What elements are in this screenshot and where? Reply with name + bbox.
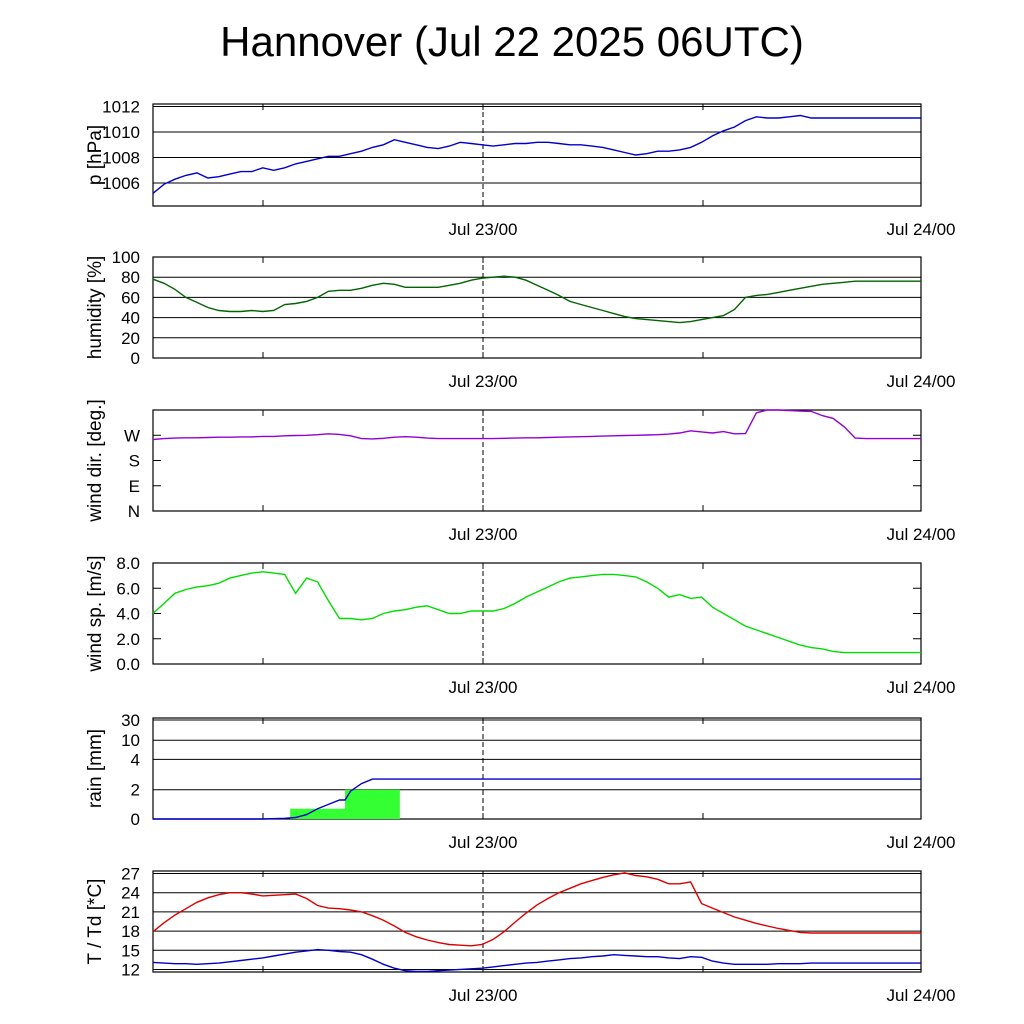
series-line [152, 872, 921, 947]
x-tick-label: Jul 24/00 [887, 220, 956, 239]
x-tick-label: Jul 23/00 [449, 833, 518, 852]
y-tick-label: 40 [121, 309, 140, 328]
y-tick-label: 1008 [102, 149, 140, 168]
y-tick-label: 6.0 [116, 579, 140, 598]
plot-frame [152, 870, 922, 973]
y-tick-label: 0 [131, 810, 140, 829]
x-tick-label: Jul 24/00 [887, 525, 956, 544]
y-tick-label: 1006 [102, 174, 140, 193]
y-tick-label: 30 [121, 711, 140, 730]
plot-frame [152, 717, 922, 820]
x-tick-label: Jul 24/00 [887, 833, 956, 852]
series-line [152, 948, 921, 973]
y-tick-label: 18 [121, 922, 140, 941]
y-tick-label: N [128, 502, 140, 521]
y-axis-label: humidity [%] [85, 256, 106, 359]
y-tick-label: 4 [131, 750, 140, 769]
x-tick-label: Jul 24/00 [887, 678, 956, 697]
plot-frame [152, 562, 922, 665]
y-tick-label: 21 [121, 903, 140, 922]
y-tick-label: 0.0 [116, 655, 140, 674]
plot-frame [152, 409, 922, 512]
y-tick-label: S [129, 452, 140, 471]
chart-title: Hannover (Jul 22 2025 06UTC) [220, 18, 804, 65]
series-line [153, 778, 921, 820]
y-tick-label: 15 [121, 941, 140, 960]
y-tick-label: 1012 [102, 98, 140, 117]
plot-frame [152, 103, 922, 207]
y-axis-label: wind dir. [deg.] [85, 399, 106, 523]
y-tick-label: 10 [121, 731, 140, 750]
rain-bar [290, 808, 345, 819]
y-tick-label: W [124, 426, 140, 445]
series-line [152, 571, 921, 654]
x-tick-label: Jul 23/00 [449, 525, 518, 544]
x-tick-label: Jul 23/00 [449, 372, 518, 391]
x-tick-label: Jul 23/00 [449, 678, 518, 697]
y-tick-label: E [129, 477, 140, 496]
y-tick-label: 80 [121, 268, 140, 287]
y-axis-label: rain [mm] [85, 729, 106, 808]
y-tick-label: 20 [121, 329, 140, 348]
y-tick-label: 8.0 [116, 554, 140, 573]
y-tick-label: 1010 [102, 123, 140, 142]
y-tick-label: 60 [121, 288, 140, 307]
y-tick-label: 12 [121, 960, 140, 979]
y-tick-label: 2 [131, 781, 140, 800]
y-tick-label: 27 [121, 865, 140, 884]
x-tick-label: Jul 23/00 [449, 220, 518, 239]
y-tick-label: 0 [131, 349, 140, 368]
y-tick-label: 4.0 [116, 605, 140, 624]
x-tick-label: Jul 23/00 [449, 986, 518, 1005]
x-tick-label: Jul 24/00 [887, 986, 956, 1005]
y-axis-label: wind sp. [m/s] [85, 555, 106, 672]
x-tick-label: Jul 24/00 [887, 372, 956, 391]
rain-bar [345, 789, 400, 819]
y-tick-label: 100 [112, 248, 140, 267]
series-line [152, 275, 921, 324]
y-tick-label: 24 [121, 884, 140, 903]
y-axis-label: T / Td [*C] [85, 879, 106, 965]
series-line [152, 114, 921, 194]
series-line [152, 409, 921, 441]
y-tick-label: 2.0 [116, 630, 140, 649]
plot-frame [152, 256, 922, 359]
y-axis-label: p [hPa] [85, 125, 106, 185]
